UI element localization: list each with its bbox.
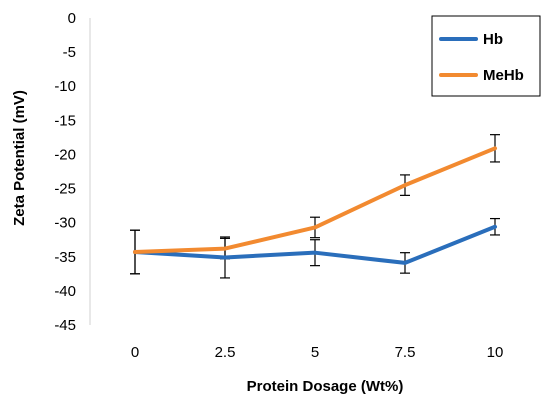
y-tick-label: -30 (54, 215, 76, 232)
y-tick-label: -45 (54, 317, 76, 334)
x-tick-label: 7.5 (395, 344, 416, 361)
y-tick-label: -5 (63, 44, 76, 61)
x-tick-label: 2.5 (215, 344, 236, 361)
y-tick-label: -25 (54, 181, 76, 198)
y-tick-label: -10 (54, 78, 76, 95)
y-tick-label: 0 (68, 10, 76, 27)
x-tick-label: 10 (487, 344, 504, 361)
y-axis-title: Zeta Potential (mV) (11, 90, 28, 226)
x-tick-label: 0 (131, 344, 139, 361)
x-tick-label: 5 (311, 344, 319, 361)
series-line-mehb (133, 146, 497, 255)
legend-label-mehb: MeHb (483, 67, 524, 84)
series-layer (130, 134, 500, 279)
y-tick-label: -35 (54, 249, 76, 266)
y-tick-label: -40 (54, 283, 76, 300)
x-axis-ticks: 0 2.5 5 7.5 10 (131, 344, 504, 361)
y-axis-ticks: 0 -5 -10 -15 -20 -25 -30 -35 -40 -45 (54, 10, 76, 334)
y-tick-label: -15 (54, 112, 76, 129)
legend-box (431, 15, 541, 97)
legend-label-hb: Hb (483, 31, 503, 48)
legend: Hb MeHb (431, 15, 541, 97)
x-axis-title: Protein Dosage (Wt%) (247, 378, 404, 395)
y-tick-label: -20 (54, 146, 76, 163)
series-line-hb (133, 224, 497, 265)
